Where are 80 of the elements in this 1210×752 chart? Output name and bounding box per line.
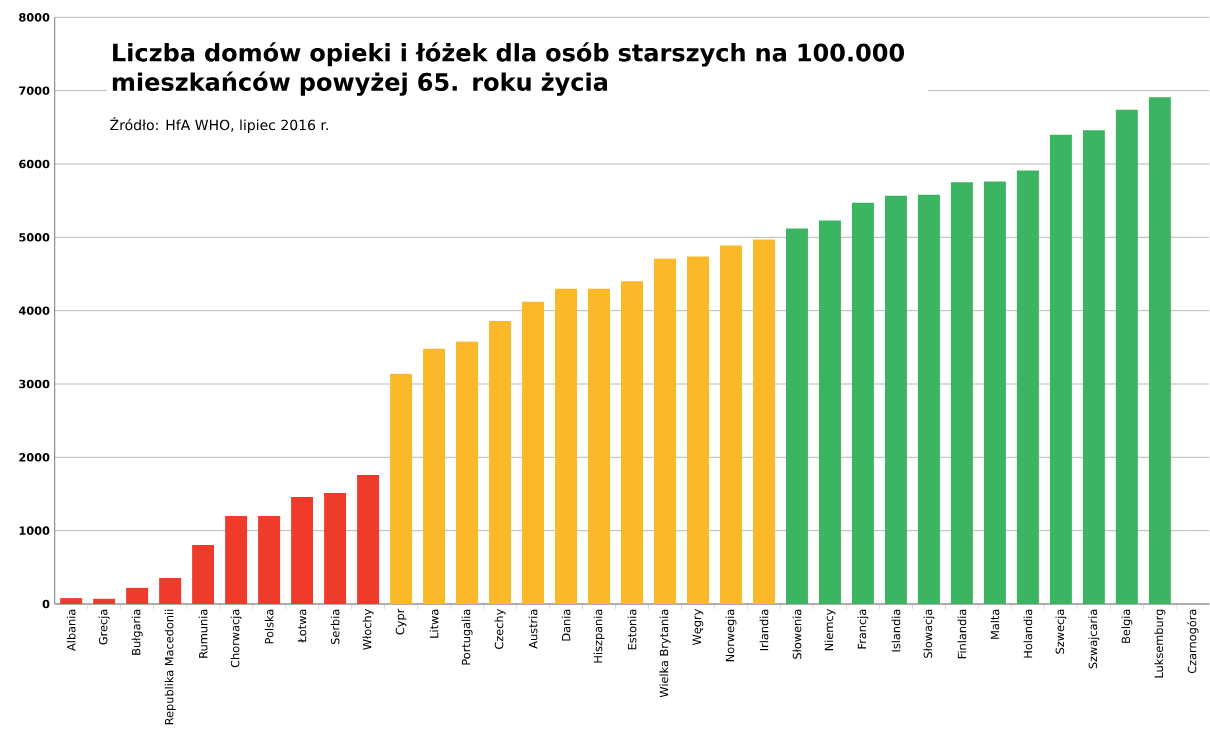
x-tick-label: Francja [857,609,869,649]
bar [390,373,413,604]
x-tick-label: Austria [528,609,538,649]
x-tick-label: Cypr [395,608,407,635]
x-tick-label: Niemcy [824,609,836,651]
x-tick-label: Węgry [692,609,704,646]
x-tick-label: Serbia [330,609,340,645]
bar [818,220,841,604]
y-tick-label: 6000 [19,159,50,169]
y-tick-label: 7000 [19,86,50,95]
bar [653,258,676,604]
x-tick-label: Holandia [1023,609,1033,658]
x-tick-label: Irlandia [759,609,769,651]
y-tick-label: 0 [42,599,50,609]
x-tick-label: Czarnogóra [1187,609,1199,674]
x-tick-label: Słowacja [923,609,935,658]
bar [93,598,116,604]
bar [126,587,149,604]
bar [686,256,709,604]
y-tick-label: 8000 [19,13,50,22]
x-tick-label: Włochy [362,609,374,650]
bar [291,496,314,604]
y-tick-label: 2000 [19,453,50,462]
y-tick-label: 3000 [19,379,50,389]
bar [884,195,907,604]
x-tick-label: Chorwacja [230,609,242,668]
bar [192,544,215,604]
bar [258,515,281,604]
bar [621,281,644,604]
bar [324,492,347,604]
text: Liczba domów opieki i łóżek dla osób starszych na 100.000 mieszkańców powyżej 65. roku życia [112,42,905,96]
y-tick-label: 1000 [19,526,50,535]
x-tick-label: Estonia [627,609,637,650]
x-tick-label: Wielka Brytania [659,609,671,698]
x-tick-label: Albania [66,609,76,651]
bar [785,228,808,604]
x-tick-label: Malta [990,609,1000,639]
x-tick-label: Norwegia [725,609,737,662]
bar [1016,170,1039,604]
bar [357,474,380,604]
annotation: Źródło: HfA WHO, lipiec 2016 r. [110,117,328,133]
bar [522,301,545,604]
x-tick-label: Łotwa [297,609,307,643]
x-tick-label: Polska [264,609,274,644]
x-tick-label: Belgia [1121,609,1133,643]
y-tick-label: 4000 [18,306,50,315]
bar [950,182,973,604]
bar [225,515,248,604]
bar [60,598,83,604]
x-tick-label: Szwecja [1055,609,1067,654]
bar [1049,134,1072,604]
bar [752,239,775,604]
bar [423,348,446,604]
x-tick-label: Czechy [494,609,506,650]
x-tick-label: Luksemburg [1154,609,1166,678]
bar [159,577,182,604]
x-tick-label: Republika Macedonii [164,609,176,725]
y-tick-label: 5000 [19,233,50,242]
x-tick-label: Portugalia [461,609,473,665]
bar [1115,109,1138,604]
bar [719,245,742,604]
bar [1148,97,1171,604]
bar [851,202,874,604]
x-tick-label: Dania [561,609,571,641]
x-tick-label: Finlandia [957,609,967,659]
bar [489,320,512,604]
x-tick-label: Hiszpania [593,609,605,663]
bar [588,288,611,604]
bar [1082,130,1105,604]
x-tick-label: Bułgaria [131,609,143,655]
x-tick-label: Rumunia [198,609,208,658]
x-tick-label: Grecja [98,609,110,645]
bar [983,181,1006,604]
x-tick-label: Szwajcaria [1088,609,1100,669]
bar [456,341,479,604]
bar [917,194,940,604]
x-tick-label: Litwa [429,609,439,638]
bar [555,288,578,604]
x-tick-label: Słowenia [792,609,802,659]
x-tick-label: Islandia [891,609,901,652]
